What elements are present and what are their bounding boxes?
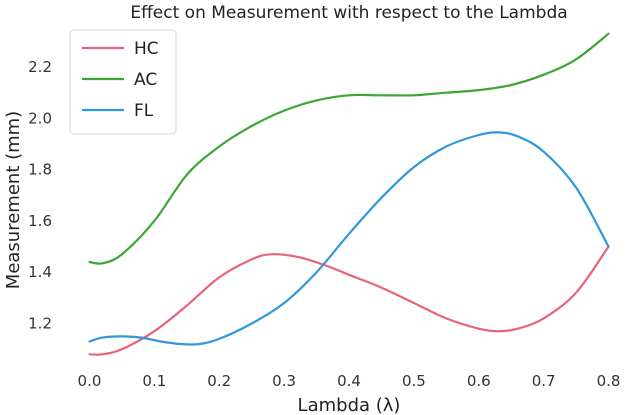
legend-label-fl: FL: [134, 101, 154, 121]
series-line-hc: [88, 245, 610, 356]
x-tick-label: 0.1: [142, 372, 166, 390]
x-tick-label: 0.0: [78, 372, 102, 390]
x-tick-label: 0.6: [467, 372, 491, 390]
series-line-ac: [88, 32, 610, 265]
x-tick-label: 0.3: [272, 372, 296, 390]
x-tick-label: 0.5: [402, 372, 426, 390]
x-tick-label: 0.2: [207, 372, 231, 390]
plot-area: [69, 25, 629, 363]
series-layer: [88, 32, 610, 356]
y-tick-label: 2.2: [28, 58, 52, 76]
y-tick-label: 1.6: [28, 212, 52, 230]
y-tick-label: 1.2: [28, 315, 52, 333]
legend-label-hc: HC: [134, 39, 159, 59]
x-tick-label: 0.4: [337, 372, 361, 390]
x-tick-label: 0.8: [597, 372, 621, 390]
legend: HC AC FL: [69, 29, 177, 135]
x-tick-label: 0.7: [532, 372, 556, 390]
y-axis-label: Measurement (mm): [3, 111, 24, 289]
legend-label-ac: AC: [134, 70, 157, 90]
legend-box: [69, 29, 177, 135]
series-line-fl: [88, 131, 610, 346]
y-tick-label: 1.4: [28, 263, 52, 281]
y-tick-label: 2.0: [28, 109, 52, 127]
plot-frame: [69, 25, 629, 363]
x-axis-label: Lambda (λ): [298, 395, 401, 415]
chart-title: Effect on Measurement with respect to th…: [130, 3, 567, 23]
y-tick-label: 1.8: [28, 161, 52, 179]
ticks-layer: 0.0 0.1 0.2 0.3 0.4 0.5 0.6 0.7 0.8 1.2 1.4 1.6 1.8 2…: [28, 58, 620, 390]
